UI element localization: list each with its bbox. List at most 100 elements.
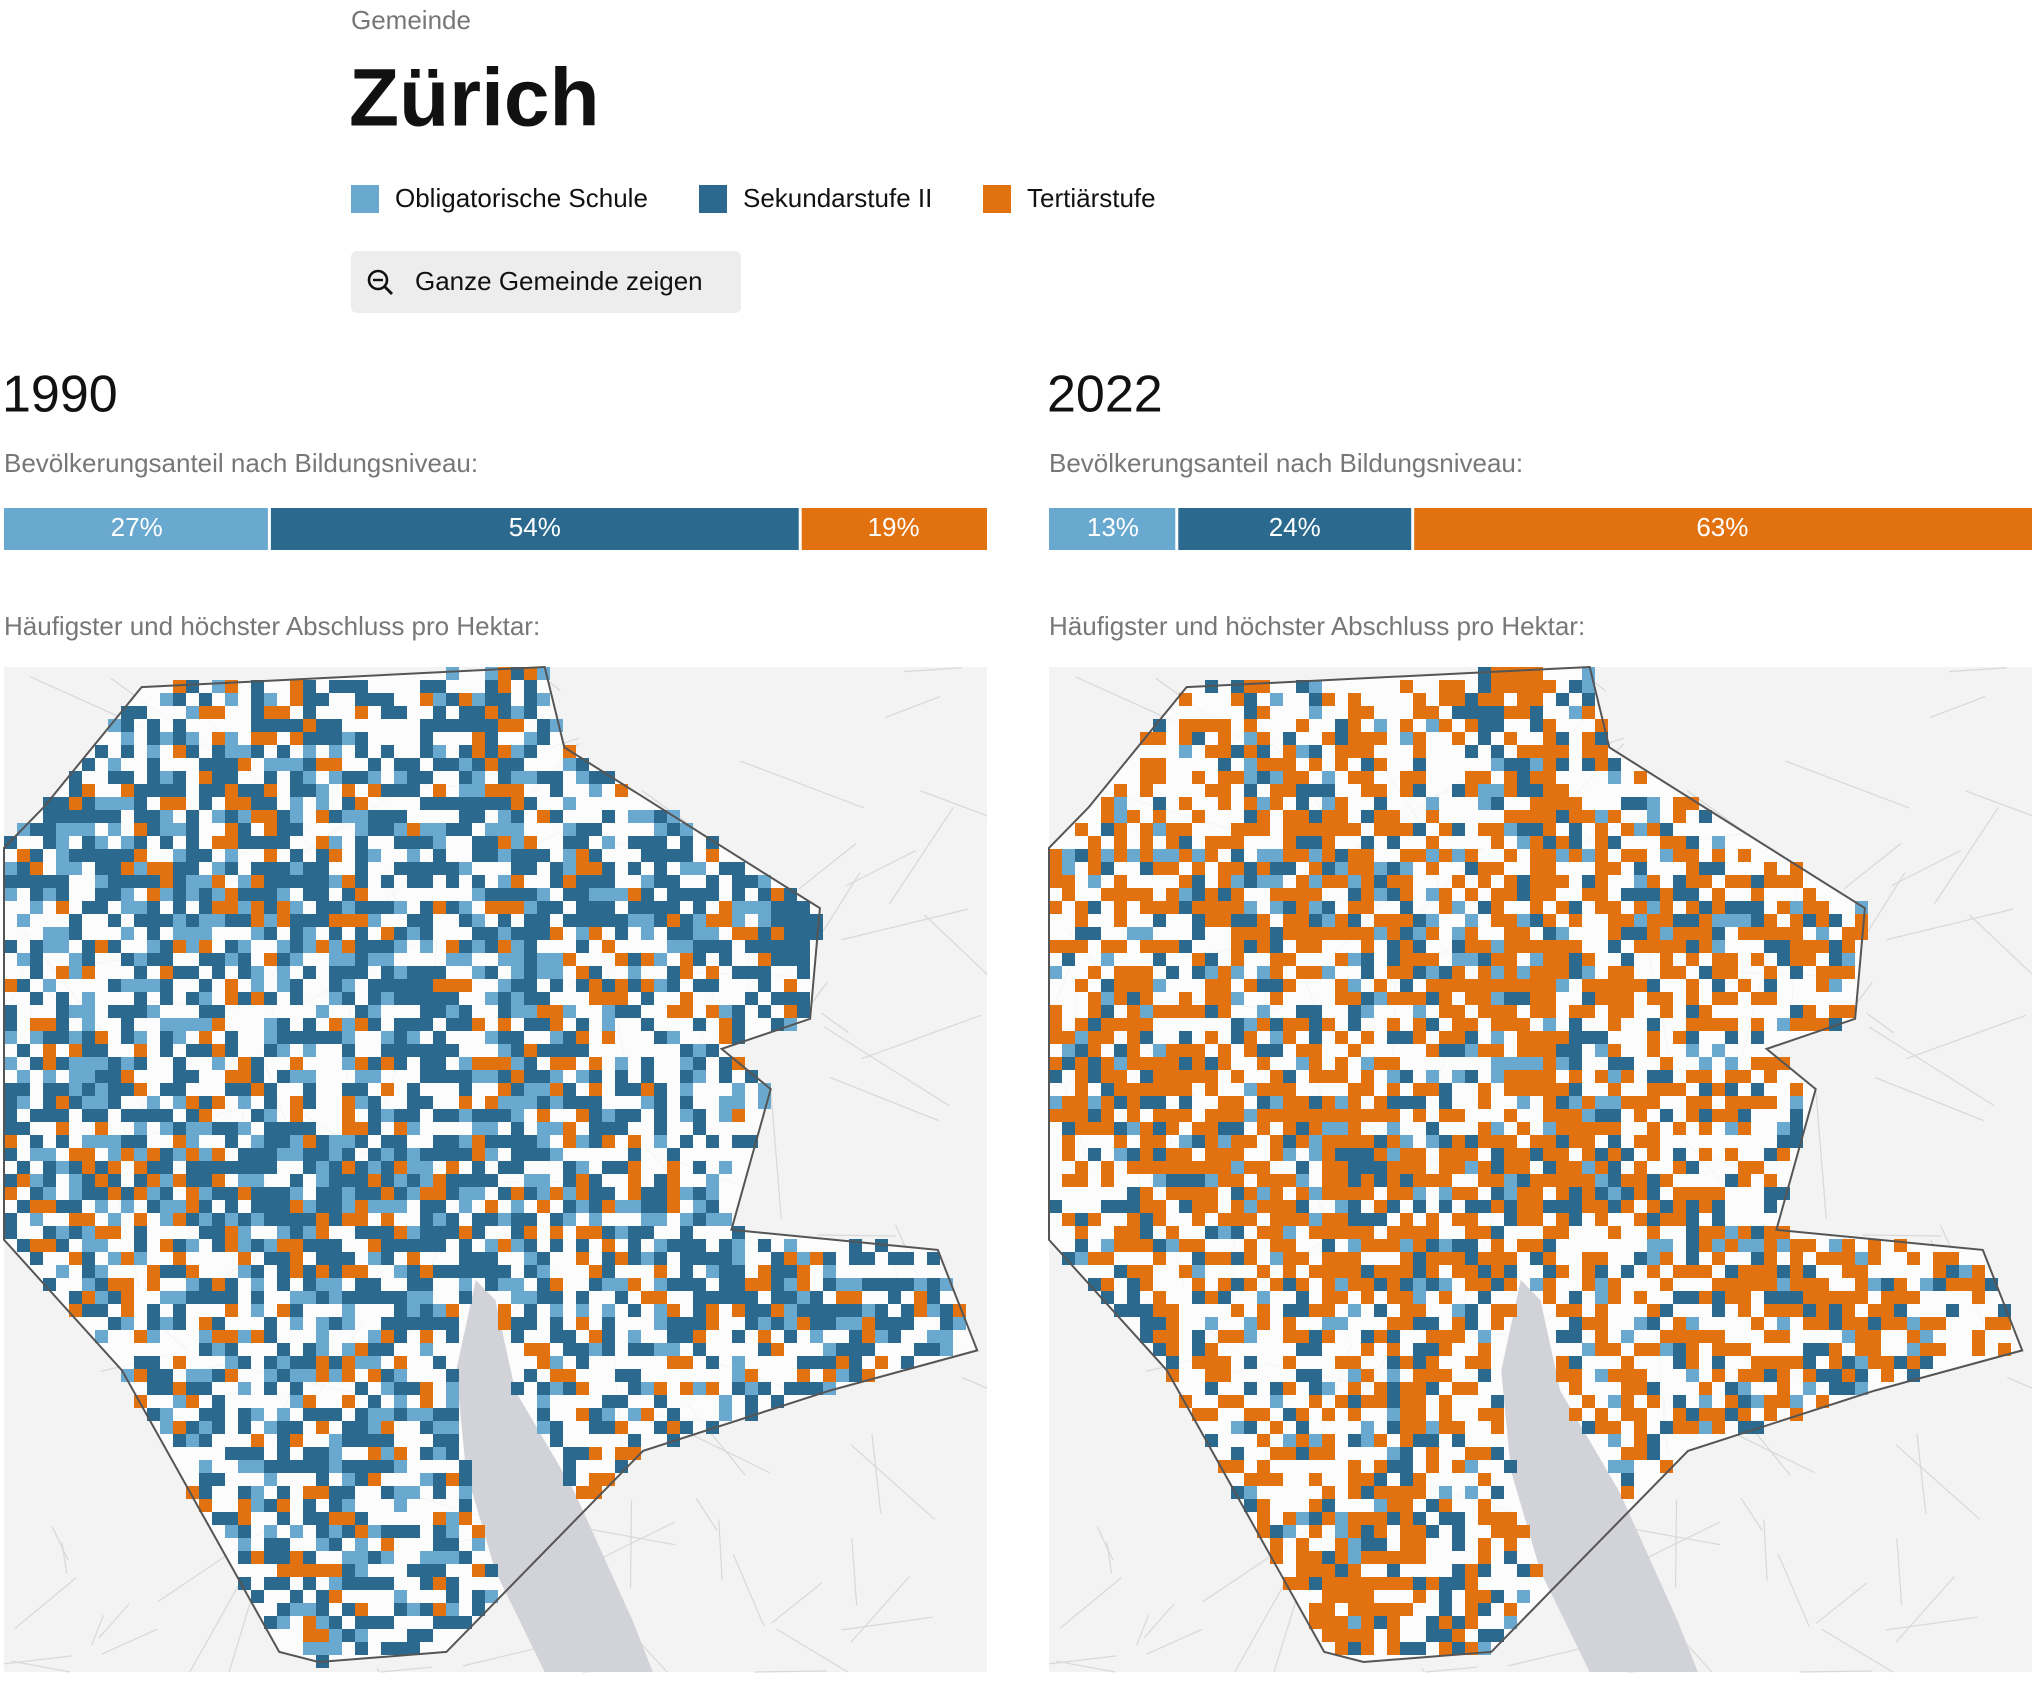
zoom-icon[interactable]: [367, 269, 389, 291]
hectare-cell: [1153, 849, 1166, 862]
hectare-cell: [69, 1174, 82, 1187]
hectare-cell: [1452, 849, 1465, 862]
hectare-cell: [758, 1304, 771, 1317]
hectare-cell: [1166, 849, 1179, 862]
hectare-cell: [1491, 758, 1504, 771]
hectare-cell: [537, 1135, 550, 1148]
hectare-cell: [407, 1109, 420, 1122]
button[interactable]: Ganze Gemeinde zeigen: [351, 251, 741, 313]
hectare-cell: [1686, 1252, 1699, 1265]
hectare-cell: [251, 1447, 264, 1460]
hectare-cell: [1335, 1265, 1348, 1278]
hectare-cell: [160, 1148, 173, 1161]
hectare-cell: [1270, 1096, 1283, 1109]
hectare-cell: [1764, 1148, 1777, 1161]
hectare-cell: [1699, 1070, 1712, 1083]
hectare-cell: [589, 1278, 602, 1291]
hectare-cell: [1556, 836, 1569, 849]
hectare-cell: [1192, 1070, 1205, 1083]
hectare-cell: [1374, 1109, 1387, 1122]
hectare-cell: [1634, 849, 1647, 862]
hectare-cell: [1582, 1395, 1595, 1408]
hectare-cell: [1647, 979, 1660, 992]
hectare-cell: [1673, 1213, 1686, 1226]
hectare-cell: [1101, 797, 1114, 810]
hectare-cell: [511, 823, 524, 836]
hectare-cell: [82, 992, 95, 1005]
hectare-cell: [1751, 1031, 1764, 1044]
hectare-cell: [1660, 1200, 1673, 1213]
hectare-cell: [368, 1577, 381, 1590]
hectare-cell: [1335, 797, 1348, 810]
hectare-cell: [290, 1057, 303, 1070]
hectare-cell: [1114, 823, 1127, 836]
hectare-cell: [1348, 1525, 1361, 1538]
hectare-cell: [1387, 1551, 1400, 1564]
hectare-cell: [1439, 888, 1452, 901]
hectare-cell: [550, 810, 563, 823]
hectare-cell: [1374, 797, 1387, 810]
hectare-cell: [1322, 1629, 1335, 1642]
hectare-cell: [511, 810, 524, 823]
hectare-cell: [1491, 1447, 1504, 1460]
hectare-cell: [186, 706, 199, 719]
hectare-cell: [1673, 1187, 1686, 1200]
hectare-cell: [1530, 1200, 1543, 1213]
hectare-cell: [1387, 1603, 1400, 1616]
hectare-cell: [1166, 836, 1179, 849]
hectare-cell: [1374, 1486, 1387, 1499]
hectare-cell: [1270, 1109, 1283, 1122]
hectare-cell: [641, 810, 654, 823]
hectare-cell: [1543, 810, 1556, 823]
hectare-cell: [199, 1044, 212, 1057]
hectare-cell: [758, 1005, 771, 1018]
hectare-cell: [1153, 1330, 1166, 1343]
button-label[interactable]: Ganze Gemeinde zeigen: [415, 266, 703, 296]
hectare-cell: [134, 953, 147, 966]
hectare-cell: [524, 1096, 537, 1109]
hectare-cell: [1803, 1005, 1816, 1018]
hectare-cell: [485, 849, 498, 862]
hectare-cell: [1972, 1330, 1985, 1343]
hectare-cell: [511, 784, 524, 797]
hectare-cell: [316, 1005, 329, 1018]
hectare-cell: [732, 1096, 745, 1109]
button-bg[interactable]: [351, 251, 741, 313]
hectare-cell: [1244, 1382, 1257, 1395]
hectare-cell: [108, 1252, 121, 1265]
hectare-cell: [459, 1070, 472, 1083]
hectare-cell: [1764, 966, 1777, 979]
hectare-cell: [940, 1343, 953, 1356]
hectare-cell: [1465, 1616, 1478, 1629]
hectare-cell: [1335, 719, 1348, 732]
hectare-cell: [420, 1577, 433, 1590]
hectare-cell: [186, 1174, 199, 1187]
hectare-cell: [1062, 940, 1075, 953]
hectare-cell: [797, 1291, 810, 1304]
zoom-icon[interactable]: [384, 286, 393, 295]
hectare-cell: [1270, 1395, 1283, 1408]
hectare-cell: [1062, 1057, 1075, 1070]
hectare-cell: [134, 1135, 147, 1148]
hectare-cell: [1582, 1317, 1595, 1330]
hectare-cell: [1218, 771, 1231, 784]
hectare-cell: [1426, 914, 1439, 927]
hectare-cell: [1829, 1304, 1842, 1317]
hectare-cell: [459, 1252, 472, 1265]
hectare-cell: [1166, 1083, 1179, 1096]
hectare-cell: [303, 1616, 316, 1629]
hectare-cell: [225, 1525, 238, 1538]
hectare-cell: [875, 1317, 888, 1330]
hectare-cell: [563, 1447, 576, 1460]
hectare-cell: [1608, 1070, 1621, 1083]
hectare-cell: [1504, 1603, 1517, 1616]
hectare-cell: [537, 914, 550, 927]
hectare-cell: [1907, 1343, 1920, 1356]
hectare-cell: [537, 992, 550, 1005]
hectare-cell: [1842, 1330, 1855, 1343]
hectare-cell: [420, 1005, 433, 1018]
hectare-cell: [459, 771, 472, 784]
hectare-cell: [264, 1083, 277, 1096]
hectare-cell: [43, 1226, 56, 1239]
hectare-cell: [1348, 1395, 1361, 1408]
